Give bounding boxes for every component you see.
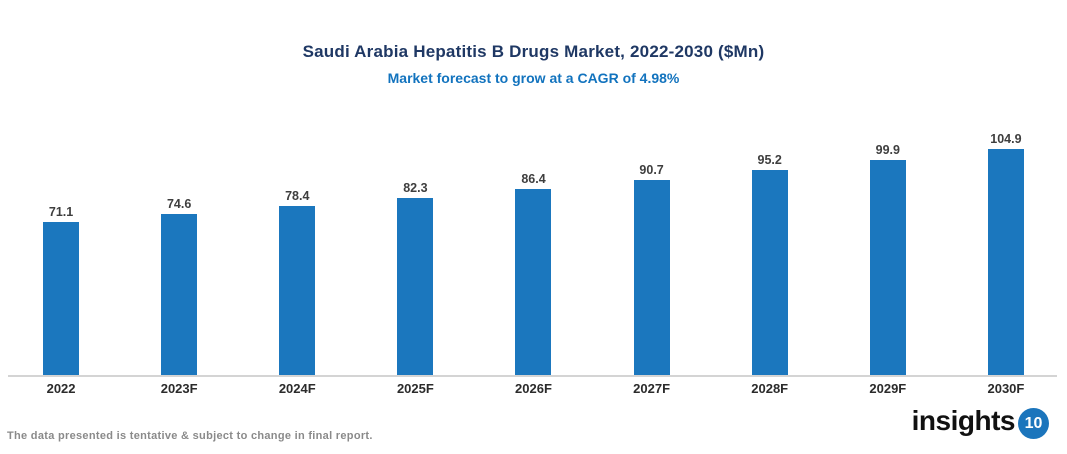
bar-group: 95.2 (711, 153, 829, 375)
x-axis-label: 2022 (46, 381, 76, 396)
bar (397, 198, 434, 375)
bar (751, 170, 788, 375)
chart-subtitle: Market forecast to grow at a CAGR of 4.9… (387, 70, 680, 86)
bar-value-label: 86.4 (521, 172, 546, 186)
footer-disclaimer: The data presented is tentative & subjec… (7, 430, 373, 442)
bar-value-label: 74.6 (166, 197, 192, 211)
bar-group: 74.6 (120, 197, 238, 375)
bar-value-label: 71.1 (48, 205, 74, 219)
bar-value-label: 82.3 (403, 181, 428, 195)
bar-value-label: 78.4 (285, 189, 310, 203)
bar-value-label: 90.7 (639, 163, 664, 177)
x-axis-line (8, 375, 1057, 377)
bar-group: 86.4 (474, 172, 592, 375)
x-axis-labels: 2022 2023F 2024F 2025F 2026F 2027F 2028F 2029F 2… (2, 381, 1065, 396)
bar (869, 160, 906, 375)
logo-badge-10: 10 (1018, 408, 1049, 439)
x-axis-label: 2028F (751, 381, 789, 396)
x-axis-label: 2023F (160, 381, 198, 396)
bar-group: 90.7 (593, 163, 711, 375)
bar-group: 104.9 (947, 132, 1065, 375)
bar-value-label: 95.2 (757, 153, 782, 167)
bar-value-label: 104.9 (990, 132, 1022, 146)
bar (279, 206, 316, 375)
bar (161, 214, 198, 375)
logo-text: insights (911, 404, 1016, 436)
insights10-logo: insights 10 (912, 402, 1049, 439)
bar (515, 189, 552, 375)
bar (987, 149, 1024, 375)
x-axis-label: 2026F (515, 381, 552, 396)
bar-group: 82.3 (356, 181, 474, 375)
bar (633, 180, 670, 375)
x-axis-label: 2027F (633, 381, 671, 396)
plot-area: 71.1 74.6 78.4 82.3 86.4 90.7 95.2 99.9 104.9 (2, 120, 1065, 375)
bar-group: 99.9 (829, 143, 947, 375)
bar-group: 78.4 (238, 189, 356, 375)
bar (43, 222, 80, 375)
x-axis-label: 2029F (869, 381, 907, 396)
x-axis-label: 2030F (987, 381, 1025, 396)
x-axis-label: 2024F (278, 381, 316, 396)
bar-group: 71.1 (2, 205, 120, 375)
bar-value-label: 99.9 (875, 143, 900, 157)
x-axis-label: 2025F (396, 381, 434, 396)
chart-title: Saudi Arabia Hepatitis B Drugs Market, 2… (302, 42, 765, 61)
